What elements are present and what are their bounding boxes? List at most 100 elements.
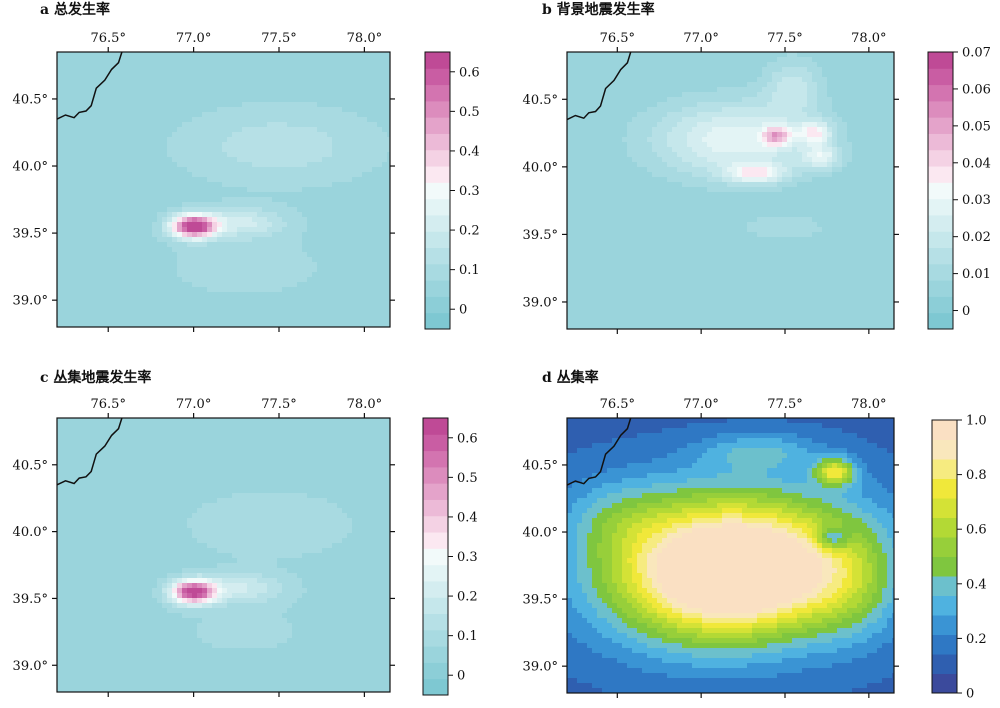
colorbar-swatch — [425, 166, 450, 183]
panel-c: c 丛集地震发生率 76.5° 77.0° 77.5° 78.0° 40.5° 40.0° 3… — [13, 369, 478, 697]
colorbar-swatch — [932, 615, 957, 635]
colorbar-tick-label: 0.02 — [962, 230, 991, 245]
lon-tick-label: 77.0° — [683, 397, 718, 412]
colorbar-swatch — [928, 263, 953, 281]
colorbar-swatch — [932, 498, 957, 518]
colorbar-swatch — [932, 537, 957, 557]
lon-tick-label: 77.0° — [176, 397, 211, 412]
colorbar-swatch — [928, 214, 953, 232]
lat-tick-label: 39.5° — [13, 592, 48, 607]
colorbar-swatch — [423, 548, 448, 566]
colorbar-swatch — [425, 231, 450, 249]
colorbar-swatch — [932, 420, 957, 440]
colorbar-tick-label: 0.03 — [962, 193, 991, 208]
colorbar-swatch — [928, 149, 953, 167]
colorbar-tick-label: 0.3 — [457, 550, 478, 565]
lon-tick-label: 78.0° — [851, 397, 886, 412]
colorbar-tick-label: 0.2 — [459, 224, 480, 239]
lon-tick-label: 77.0° — [176, 31, 211, 46]
lon-tick-label: 78.0° — [851, 31, 886, 46]
panel-title: c 丛集地震发生率 — [40, 369, 151, 386]
lat-tick-label: 40.0° — [13, 525, 48, 540]
colorbar-swatch — [423, 678, 448, 696]
colorbar-tick-label: 0.4 — [457, 510, 478, 525]
colorbar-swatch — [928, 100, 953, 118]
colorbar-swatch — [423, 483, 448, 500]
panel-b: b 背景地震发生率 76.5° 77.0° 77.5° 78.0° 40.5° 40.0° 3… — [523, 1, 991, 334]
lat-tick-label: 40.5° — [523, 458, 558, 473]
lat-tick-label: 40.5° — [13, 92, 48, 107]
colorbar-swatch — [423, 629, 448, 647]
colorbar-swatch — [425, 84, 450, 102]
boundary-line — [57, 52, 123, 120]
lat-tick-label: 40.5° — [13, 458, 48, 473]
map-frame — [56, 417, 391, 693]
colorbar-swatch — [425, 247, 450, 265]
lat-tick-label: 40.0° — [523, 160, 558, 175]
colorbar-swatch — [928, 166, 953, 183]
lon-tick-label: 76.5° — [600, 31, 635, 46]
boundary-line — [567, 418, 632, 486]
colorbar-tick-label: 0.6 — [459, 65, 480, 80]
colorbar-swatch — [425, 117, 450, 134]
colorbar-tick-label: 0.06 — [962, 82, 991, 97]
lon-tick-label: 78.0° — [347, 397, 382, 412]
colorbar-swatch — [932, 556, 957, 577]
colorbar-swatch — [423, 662, 448, 680]
colorbar-swatch — [425, 280, 450, 297]
heatmap-c — [57, 418, 390, 692]
colorbar-tick-label: 0.6 — [457, 431, 478, 446]
colorbar-tick-label: 0.5 — [457, 471, 478, 486]
colorbar-c: 0 0.1 0.2 0.3 0.4 0.5 0.6 — [422, 417, 478, 696]
lat-tick-label: 39.0° — [13, 294, 48, 309]
lat-tick-label: 40.5° — [523, 93, 558, 108]
colorbar-swatch — [928, 231, 953, 249]
colorbar-swatch — [928, 117, 953, 134]
colorbar-swatch — [928, 52, 953, 69]
colorbar-swatch — [928, 68, 953, 86]
colorbar-swatch — [425, 149, 450, 167]
colorbar-tick-label: 0.05 — [962, 119, 991, 134]
colorbar-swatch — [425, 263, 450, 281]
colorbar-tick-label: 0.3 — [459, 184, 480, 199]
colorbar-swatch — [423, 499, 448, 517]
lon-tick-label: 77.5° — [261, 31, 296, 46]
colorbar-swatch — [928, 247, 953, 265]
colorbar-swatch — [423, 515, 448, 533]
colorbar-tick-label: 0.4 — [966, 577, 987, 592]
colorbar-tick-label: 0.5 — [459, 105, 480, 120]
colorbar-swatch — [932, 576, 957, 596]
colorbar-swatch — [423, 466, 448, 484]
boundary-line — [567, 52, 632, 121]
lat-tick-label: 39.5° — [523, 228, 558, 243]
colorbar-swatch — [928, 198, 953, 216]
map-frame — [566, 417, 895, 694]
colorbar-swatch — [932, 634, 957, 655]
colorbar-tick-label: 0.8 — [966, 468, 987, 483]
colorbar-b: 0 0.01 0.02 0.03 0.04 0.05 0.06 0.07 — [927, 46, 991, 330]
colorbar-swatch — [932, 595, 957, 616]
colorbar-swatch — [425, 133, 450, 151]
lon-tick-label: 76.5° — [91, 31, 126, 46]
colorbar-tick-label: 0.6 — [966, 523, 987, 538]
colorbar-swatch — [423, 532, 448, 549]
colorbar-tick-label: 0.04 — [962, 156, 991, 171]
heatmap-d — [567, 418, 894, 693]
colorbar-tick-label: 0.1 — [457, 629, 478, 644]
colorbar-tick-label: 0.2 — [966, 632, 987, 647]
colorbar-a: 0 0.1 0.2 0.3 0.4 0.5 0.6 — [424, 51, 480, 330]
lon-tick-label: 77.5° — [767, 31, 802, 46]
lon-tick-label: 76.5° — [600, 397, 635, 412]
panel-a: a 总发生率 76.5° 77.0° 77.5° 78.0° 40.5° 40.0° 39.5… — [13, 1, 480, 332]
colorbar-swatch — [425, 68, 450, 86]
colorbar-d: 0 0.2 0.4 0.6 0.8 1.0 — [931, 414, 987, 702]
lon-tick-label: 77.5° — [767, 397, 802, 412]
lon-tick-label: 76.5° — [91, 397, 126, 412]
colorbar-tick-label: 0.4 — [459, 144, 480, 159]
lat-tick-label: 39.5° — [523, 593, 558, 608]
colorbar-swatch — [425, 296, 450, 314]
colorbar-frame — [931, 419, 958, 694]
colorbar-tick-label: 0 — [962, 304, 970, 319]
